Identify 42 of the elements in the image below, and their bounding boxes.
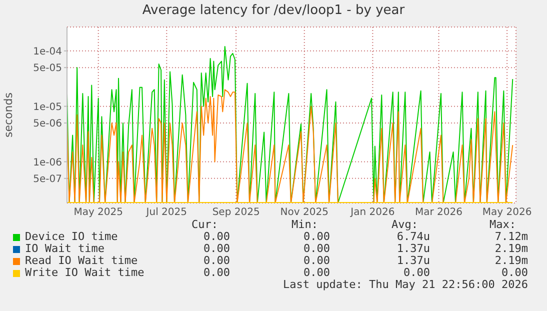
line-series xyxy=(67,46,514,203)
text: Min: xyxy=(292,218,318,231)
chart-title: Average latency for /dev/loop1 - by year xyxy=(141,3,406,18)
text: 0.00 xyxy=(204,242,230,255)
y-tick-label: 1e-06 xyxy=(33,157,62,168)
text: 0.00 xyxy=(304,266,330,279)
text: 0.00 xyxy=(304,254,330,267)
text: Avg: xyxy=(392,218,418,231)
x-tick-label: Mar 2026 xyxy=(414,207,462,218)
text: Last update: Thu May 21 22:56:00 2026 xyxy=(282,278,528,291)
legend-label: IO Wait time xyxy=(25,242,104,255)
line-series xyxy=(67,89,514,203)
text: 2.19m xyxy=(494,242,528,255)
text: 2.19m xyxy=(494,254,528,267)
y-tick-label: 5e-06 xyxy=(33,118,62,130)
x-tick-label: Nov 2025 xyxy=(280,207,328,218)
x-tick-label: Jan 2026 xyxy=(350,207,395,218)
legend-label: Write IO Wait time xyxy=(25,266,144,279)
text: 0.00 xyxy=(404,266,430,279)
legend-label: Read IO Wait time xyxy=(25,254,138,267)
y-axis-title: seconds xyxy=(2,92,15,138)
text: 7.12m xyxy=(494,230,528,243)
text: Max: xyxy=(490,218,516,231)
text: 0.00 xyxy=(204,254,230,267)
text: 0.00 xyxy=(204,266,230,279)
y-tick-label: 1e-04 xyxy=(33,46,62,58)
legend-label: Device IO time xyxy=(25,230,118,243)
x-tick-label: Sep 2025 xyxy=(212,207,260,218)
text: 0.00 xyxy=(502,266,528,279)
x-tick-label: Jul 2025 xyxy=(145,207,188,218)
y-tick-label: 1e-05 xyxy=(33,102,62,113)
text: 0.00 xyxy=(304,242,330,255)
y-tick-label: 5e-05 xyxy=(33,63,62,74)
x-tick-label: May 2025 xyxy=(74,207,124,218)
text: 1.37u xyxy=(396,254,430,267)
text: Cur: xyxy=(192,218,218,231)
text: 1.37u xyxy=(396,242,430,255)
text: 0.00 xyxy=(304,230,330,243)
x-tick-label: May 2026 xyxy=(482,207,532,218)
y-tick-label: 5e-07 xyxy=(33,174,62,185)
text: 6.74u xyxy=(396,230,430,243)
text: 0.00 xyxy=(204,230,230,243)
